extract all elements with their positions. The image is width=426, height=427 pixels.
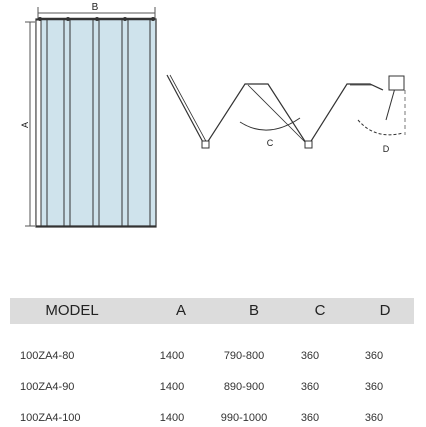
c-cell: 360 — [300, 412, 320, 424]
height-dimension: A — [20, 21, 35, 227]
width-dimension: B — [37, 1, 156, 20]
column-header-model: MODEL — [45, 302, 99, 319]
model-cell: 100ZA4-80 — [20, 350, 75, 362]
fold-plan-view: C D — [166, 74, 406, 154]
d-cell: 360 — [364, 381, 384, 393]
fold-bottom-hinge-right — [304, 140, 313, 149]
column-header-d: D — [379, 302, 391, 319]
wall-bracket — [388, 75, 405, 91]
angle-label-c: C — [267, 138, 274, 148]
b-cell: 890-900 — [223, 381, 265, 393]
d-cell: 360 — [364, 350, 384, 362]
spec-table-header: MODEL A B C D — [10, 298, 414, 324]
model-cell: 100ZA4-100 — [20, 412, 81, 424]
column-header-a: A — [175, 302, 186, 319]
a-cell: 1400 — [159, 350, 185, 362]
depth-label-d: D — [383, 144, 390, 154]
model-cell: 100ZA4-90 — [20, 381, 75, 393]
spec-row: 100ZA4-90 1400 890-900 360 360 — [0, 378, 426, 396]
fold-bottom-hinge-left — [201, 140, 210, 149]
column-header-b: B — [248, 302, 259, 319]
d-cell: 360 — [364, 412, 384, 424]
b-cell: 990-1000 — [220, 412, 268, 424]
panel-divider-frames — [40, 20, 151, 226]
spec-row: 100ZA4-80 1400 790-800 360 360 — [0, 347, 426, 365]
spec-row: 100ZA4-100 1400 990-1000 360 360 — [0, 409, 426, 427]
screen-front-view — [35, 17, 157, 228]
angle-arc-c — [239, 117, 301, 131]
c-cell: 360 — [300, 350, 320, 362]
c-cell: 360 — [300, 381, 320, 393]
top-hinge-rail — [38, 17, 155, 21]
shower-screen-diagram: B A — [20, 1, 406, 228]
a-cell: 1400 — [159, 381, 185, 393]
a-cell: 1400 — [159, 412, 185, 424]
height-label: A — [20, 122, 30, 128]
column-header-c: C — [314, 302, 326, 319]
depth-arc-d — [357, 119, 404, 136]
width-label: B — [92, 2, 99, 13]
wall-profile — [35, 19, 42, 227]
b-cell: 790-800 — [223, 350, 265, 362]
fold-panels — [166, 74, 384, 148]
